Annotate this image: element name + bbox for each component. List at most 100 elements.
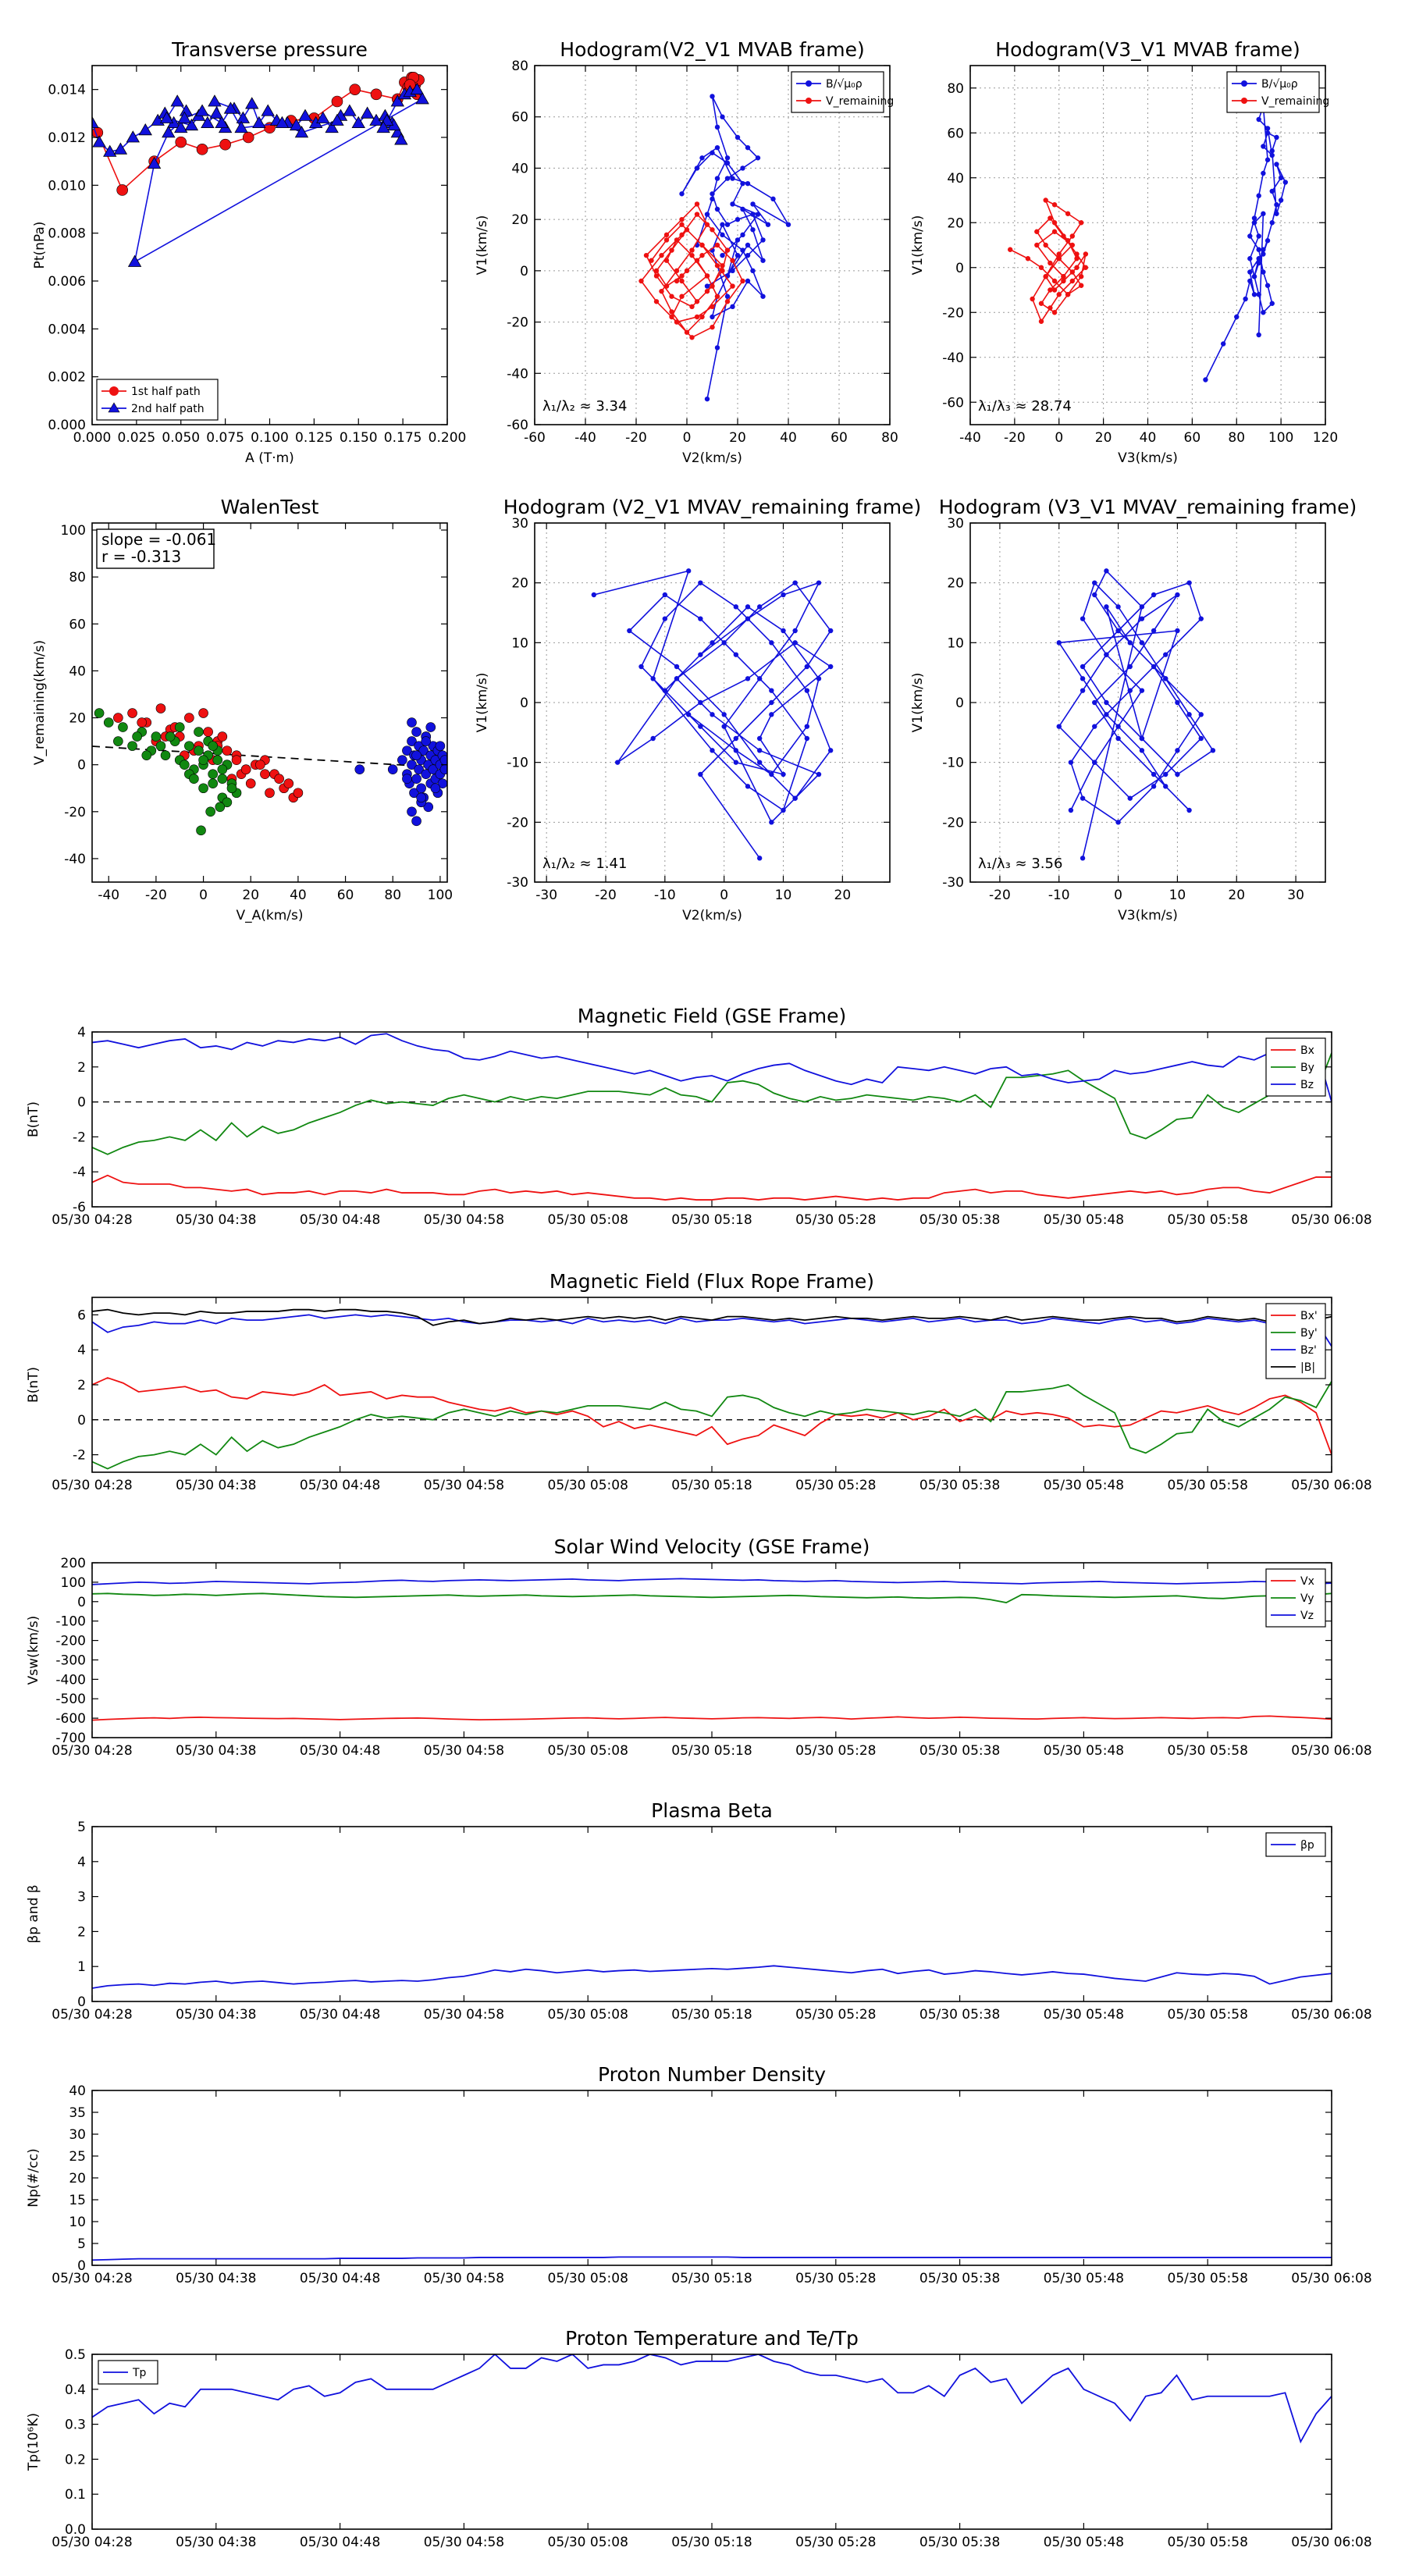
data-point [659, 288, 664, 294]
plot-area [591, 568, 834, 861]
x-tick-label: -40 [98, 888, 119, 903]
y-tick-label: -20 [507, 315, 528, 331]
data-point [770, 196, 776, 202]
x-tick-label: 05/30 05:18 [671, 1478, 752, 1493]
data-point [689, 304, 695, 310]
data-point [184, 741, 194, 751]
data-point [1264, 238, 1271, 244]
data-point [724, 160, 731, 166]
legend-marker [1241, 98, 1247, 104]
x-tick-label: -20 [989, 888, 1011, 903]
x-tick-label: 05/30 05:48 [1044, 2535, 1124, 2550]
data-point [714, 176, 720, 181]
data-point [1163, 771, 1168, 777]
x-tick-label: -30 [535, 888, 557, 903]
chart-title: Transverse pressure [171, 38, 368, 61]
data-point [1247, 278, 1253, 284]
x-tick-label: -10 [654, 888, 676, 903]
data-point [1115, 628, 1121, 634]
data-point [208, 778, 219, 789]
data-point [222, 797, 233, 808]
data-point [650, 676, 656, 681]
x-tick-label: 05/30 05:08 [548, 2271, 628, 2286]
data-point [714, 206, 720, 212]
data-point [428, 764, 439, 774]
y-tick-label: -20 [942, 305, 964, 321]
data-point [750, 227, 756, 233]
data-point [730, 201, 735, 207]
chart-title: Magnetic Field (GSE Frame) [578, 1005, 846, 1027]
plot-frame [91, 1562, 1332, 1738]
chart-hodogram-v2-v1-mvab: Hodogram(V2_V1 MVAB frame) -60 -40 -20 0 20 40… [475, 38, 898, 466]
data-point [1139, 616, 1145, 621]
data-point [684, 329, 690, 335]
data-point [724, 294, 731, 299]
data-point [103, 717, 114, 728]
data-point [679, 294, 685, 299]
data-point [745, 604, 751, 610]
data-point [745, 252, 751, 258]
x-tick-label: 05/30 05:08 [548, 2007, 628, 2023]
data-point [669, 314, 674, 320]
data-point [756, 856, 763, 861]
data-point [407, 736, 417, 746]
x-tick-label: 05/30 04:48 [300, 2535, 380, 2550]
data-point [1274, 202, 1279, 208]
data-point [756, 748, 763, 753]
data-point [159, 111, 174, 123]
data-point [650, 735, 656, 742]
data-point [261, 104, 275, 116]
data-point [1243, 296, 1248, 302]
data-point [694, 314, 700, 320]
data-point [1080, 664, 1086, 670]
data-point [685, 568, 692, 574]
y-tick-label: 0.006 [48, 274, 86, 290]
series-line-By [92, 1052, 1332, 1155]
y-tick-label: 0.008 [48, 226, 86, 242]
data-point [194, 727, 204, 737]
x-tick-label: 0.050 [162, 430, 200, 446]
data-point [1139, 748, 1145, 753]
plot-frame [91, 2090, 1332, 2266]
plot-area [92, 72, 429, 267]
series-line-B/√μ₀ρ [681, 96, 791, 400]
x-tick-label: 40 [290, 888, 307, 903]
x-tick-label: 100 [428, 888, 453, 903]
data-point [694, 212, 700, 217]
data-point [745, 180, 751, 187]
data-point [217, 731, 228, 742]
data-point [330, 113, 344, 126]
stats-box [96, 528, 215, 569]
x-axis-label: V2(km/s) [682, 908, 742, 923]
y-tick-label: 30 [69, 2127, 86, 2143]
data-point [1186, 712, 1192, 717]
data-point [710, 324, 715, 330]
data-point [411, 727, 422, 737]
data-point [189, 774, 199, 785]
data-point [1061, 233, 1066, 239]
data-point [360, 106, 375, 119]
data-point [1115, 820, 1121, 825]
data-point [643, 252, 649, 258]
data-point [223, 101, 238, 114]
y-tick-label: -60 [507, 418, 528, 433]
data-point [1051, 310, 1058, 315]
data-point [1175, 628, 1180, 634]
x-tick-label: 80 [1228, 430, 1245, 446]
x-tick-label: 05/30 04:38 [176, 1478, 256, 1493]
data-point [1038, 265, 1044, 270]
y-tick-label: 60 [511, 110, 528, 126]
data-point [1092, 580, 1097, 585]
legend-marker [109, 386, 119, 396]
data-point [684, 268, 690, 274]
x-tick-label: 05/30 05:38 [919, 2271, 1000, 2286]
x-tick-label: 10 [1169, 888, 1186, 903]
data-point [679, 278, 685, 284]
plot-area [92, 2354, 1332, 2444]
data-point [1247, 256, 1253, 262]
x-tick-label: 05/30 05:18 [671, 2271, 752, 2286]
data-point [769, 820, 774, 825]
data-point [155, 703, 166, 713]
data-point [704, 273, 710, 279]
data-point [704, 283, 710, 289]
